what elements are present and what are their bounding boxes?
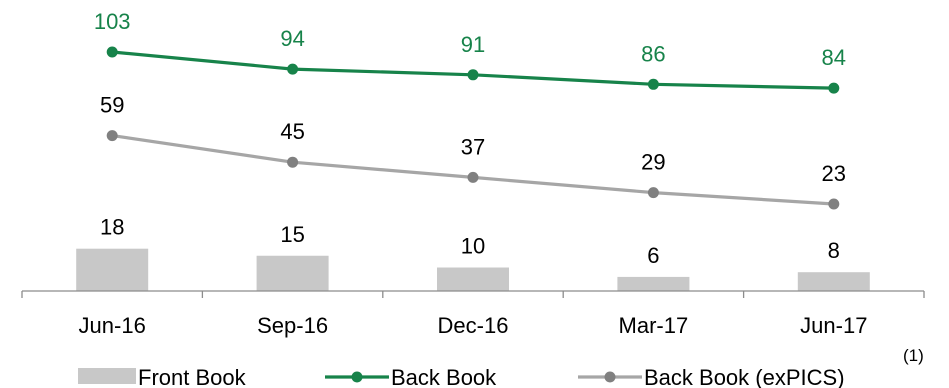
bars-layer [76, 248, 870, 291]
lines-layer [106, 46, 840, 210]
x-axis-ticks [21, 291, 925, 298]
point-back-book-expics [106, 130, 118, 142]
legend: Front Book Back Book Back Book (exPICS) [78, 365, 845, 388]
data-label-back-book: 103 [94, 9, 131, 34]
data-label-back-book: 91 [461, 32, 485, 57]
data-label-back-book-expics: 23 [822, 161, 846, 186]
x-axis-labels: Jun-16 Sep-16 Dec-16 Mar-17 Jun-17 [79, 313, 868, 338]
point-back-book [828, 82, 840, 94]
data-label-back-book-expics: 37 [461, 134, 485, 159]
x-tick-label: Mar-17 [619, 313, 689, 338]
x-tick-label: Jun-17 [800, 313, 867, 338]
x-tick-label: Sep-16 [257, 313, 328, 338]
bar-front-book [797, 272, 870, 291]
data-label-front-book: 6 [647, 243, 659, 268]
data-label-back-book: 86 [641, 41, 665, 66]
legend-label-back-book: Back Book [391, 365, 497, 388]
point-back-book-expics [828, 198, 840, 210]
data-label-back-book: 94 [280, 26, 304, 51]
point-back-book-expics [647, 187, 659, 199]
data-label-back-book-expics: 45 [280, 119, 304, 144]
point-back-book-expics [287, 156, 299, 168]
legend-label-front-book: Front Book [138, 365, 247, 388]
data-labels-layer: 18 15 10 6 8 103 94 91 86 84 59 45 37 29 23 [94, 9, 846, 268]
point-back-book-expics [467, 171, 479, 183]
point-back-book [287, 63, 299, 75]
x-tick-label: Dec-16 [438, 313, 509, 338]
bar-front-book [617, 276, 690, 291]
legend-label-back-book-expics: Back Book (exPICS) [644, 365, 845, 388]
point-back-book [106, 46, 118, 58]
data-label-front-book: 15 [280, 222, 304, 247]
bar-front-book [437, 267, 509, 291]
legend-marker-back-book-expics [604, 371, 616, 383]
data-label-front-book: 18 [100, 215, 124, 240]
x-tick-label: Jun-16 [79, 313, 146, 338]
legend-marker-back-book [351, 371, 363, 383]
legend-footnote: (1) [903, 346, 924, 365]
legend-swatch-front-book [78, 368, 136, 384]
point-back-book [647, 78, 659, 90]
data-label-front-book: 10 [461, 234, 485, 259]
data-label-back-book: 84 [822, 45, 846, 70]
data-label-front-book: 8 [828, 238, 840, 263]
data-label-back-book-expics: 29 [641, 150, 665, 175]
data-label-back-book-expics: 59 [100, 93, 124, 118]
bar-front-book [76, 248, 149, 291]
point-back-book [467, 69, 479, 81]
bar-front-book [256, 255, 329, 291]
